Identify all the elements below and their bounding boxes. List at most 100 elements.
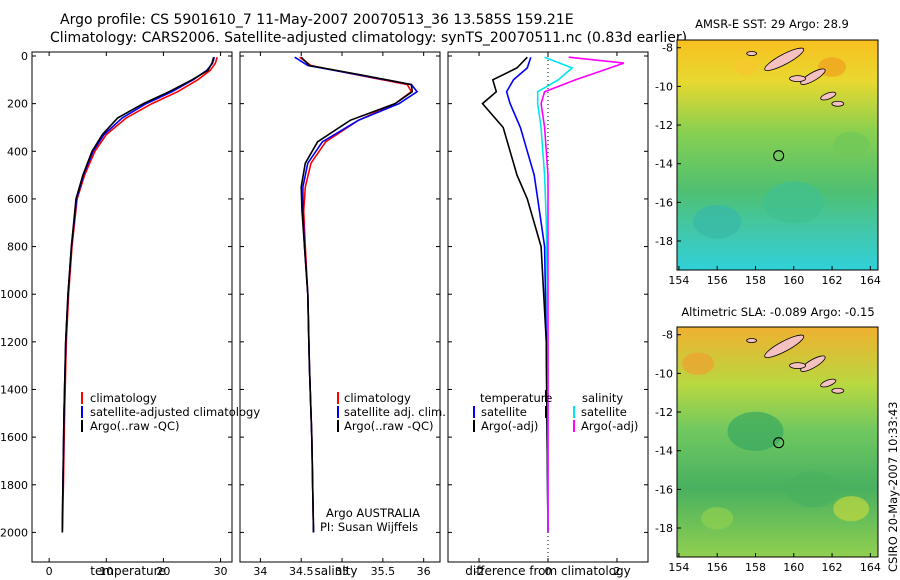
lat-tick-label: -10 <box>655 80 673 93</box>
map-anomaly-patch <box>763 181 824 224</box>
depth-tick-label: 1000 <box>0 288 28 301</box>
series-line-satellite <box>505 56 549 533</box>
lat-tick-label: -18 <box>655 522 673 535</box>
island-shape <box>820 91 837 101</box>
legend-label-satellite-adjusted: satellite-adjusted climatology <box>90 405 260 419</box>
depth-tick-label: 1400 <box>0 383 28 396</box>
figure-subtitle: Climatology: CARS2006. Satellite-adjuste… <box>50 30 687 46</box>
sst-map: 154 156 158 160 162 164 -8 -10 -12 -14 -16 -18 <box>655 39 881 287</box>
island-shape <box>789 75 806 83</box>
series-line-argo-raw-qc- <box>61 56 215 533</box>
x-tick-label: 35 <box>335 565 349 578</box>
map-frame <box>676 326 879 558</box>
lon-tick-label: 154 <box>668 274 689 287</box>
island-shape <box>831 100 845 107</box>
island-shape <box>820 378 837 388</box>
lon-tick-label: 154 <box>668 561 689 574</box>
legend-label-temp-argo: Argo(-adj) <box>481 419 538 433</box>
map-anomaly-patch <box>727 411 784 451</box>
lat-tick-label: -8 <box>662 329 673 342</box>
lat-tick-label: -14 <box>655 445 673 458</box>
x-tick-label: 2 <box>613 565 620 578</box>
map-anomaly-patch <box>701 507 734 530</box>
map-anomaly-patch <box>733 58 758 76</box>
pi-label: PI: Susan Wijffels <box>320 520 418 534</box>
map-anomaly-patch <box>833 496 870 522</box>
argo-location-marker <box>773 437 785 449</box>
x-tick-label: 20 <box>156 565 170 578</box>
lon-tick-label: 160 <box>783 274 804 287</box>
island-shape <box>800 355 826 372</box>
lon-tick-label: 164 <box>860 561 881 574</box>
argo-australia-label: Argo AUSTRALIA <box>326 506 420 520</box>
legend-label-climatology: climatology <box>344 391 411 405</box>
temperature-panel-frame <box>31 51 233 563</box>
lon-tick-label: 164 <box>860 274 881 287</box>
x-tick-label: 36 <box>417 565 431 578</box>
difference-panel: -2 0 2 <box>474 52 625 578</box>
sla-map-title: Altimetric SLA: -0.089 Argo: -0.15 <box>681 305 874 319</box>
lat-tick-label: -14 <box>655 158 673 171</box>
lat-tick-label: -16 <box>655 483 673 496</box>
figure-title: Argo profile: CS 5901610_7 11-May-2007 2… <box>60 12 574 28</box>
depth-axis: 0 200 400 600 800 1000 1200 1400 1600 1800 2000 <box>0 50 648 539</box>
legend-label-sal-satellite: satellite <box>581 405 627 419</box>
x-tick-label: -2 <box>474 565 485 578</box>
csiro-timestamp: CSIRO 20-May-2007 10:33:43 <box>886 402 900 573</box>
island-shape <box>789 362 806 370</box>
depth-tick-label: 800 <box>7 241 28 254</box>
depth-tick-label: 1200 <box>0 336 28 349</box>
depth-tick-label: 1600 <box>0 431 28 444</box>
x-tick-label: 0 <box>545 565 552 578</box>
legend-title-temperature: temperature <box>480 391 552 405</box>
lat-tick-label: -12 <box>655 406 673 419</box>
map-frame <box>676 39 879 271</box>
depth-tick-label: 1800 <box>0 479 28 492</box>
legend-label-argo: Argo(..raw -QC) <box>90 419 180 433</box>
series-line-climatology <box>61 56 218 533</box>
series-line-argo-adj- <box>481 56 549 533</box>
depth-tick-label: 2000 <box>0 526 28 539</box>
difference-legend: temperature salinity satellite Argo(-adj… <box>473 390 638 433</box>
lon-tick-label: 160 <box>783 561 804 574</box>
island-shape <box>831 387 845 394</box>
salinity-xlabel: salinity <box>314 564 357 578</box>
legend-title-salinity: salinity <box>582 391 623 405</box>
map-anomaly-patch <box>693 204 742 239</box>
x-tick-label: 35.5 <box>371 565 396 578</box>
lat-tick-label: -16 <box>655 196 673 209</box>
salinity-panel-frame <box>239 51 441 563</box>
salinity-panel: 34 34.5 35 35.5 36 <box>253 52 431 578</box>
lat-tick-label: -12 <box>655 119 673 132</box>
x-tick-label: 0 <box>46 565 53 578</box>
salinity-legend: climatology satellite adj. clim. Argo(..… <box>320 391 446 534</box>
x-tick-label: 34.5 <box>289 565 314 578</box>
argo-location-marker <box>773 150 785 162</box>
series-line-satellite-adjusted-climatology <box>61 56 216 533</box>
temperature-xlabel: temperature <box>90 564 165 578</box>
temperature-panel: 0 10 20 30 <box>46 52 228 578</box>
island-shape <box>800 68 826 85</box>
legend-label-climatology: climatology <box>90 391 157 405</box>
lat-tick-label: -8 <box>662 42 673 55</box>
depth-tick-label: 0 <box>21 50 28 63</box>
lat-tick-label: -10 <box>655 367 673 380</box>
sla-map: 154 156 158 160 162 164 -8 -10 -12 -14 -16 -18 <box>655 326 881 574</box>
lon-tick-label: 158 <box>745 561 766 574</box>
lon-tick-label: 162 <box>822 274 843 287</box>
depth-tick-label: 600 <box>7 193 28 206</box>
x-tick-label: 34 <box>253 565 267 578</box>
series-line-climatology <box>299 56 413 533</box>
island-shape <box>746 51 758 56</box>
map-anomaly-patch <box>833 131 870 157</box>
map-anomaly-patch <box>682 352 715 375</box>
lon-tick-label: 156 <box>707 561 728 574</box>
series-line-argo-raw-qc- <box>300 56 414 533</box>
island-shape <box>764 334 805 358</box>
legend-label-temp-satellite: satellite <box>481 405 527 419</box>
island-shape <box>746 338 758 343</box>
map-anomaly-patch <box>786 471 839 508</box>
lat-tick-label: -18 <box>655 235 673 248</box>
depth-tick-label: 200 <box>7 98 28 111</box>
lon-tick-label: 156 <box>707 274 728 287</box>
